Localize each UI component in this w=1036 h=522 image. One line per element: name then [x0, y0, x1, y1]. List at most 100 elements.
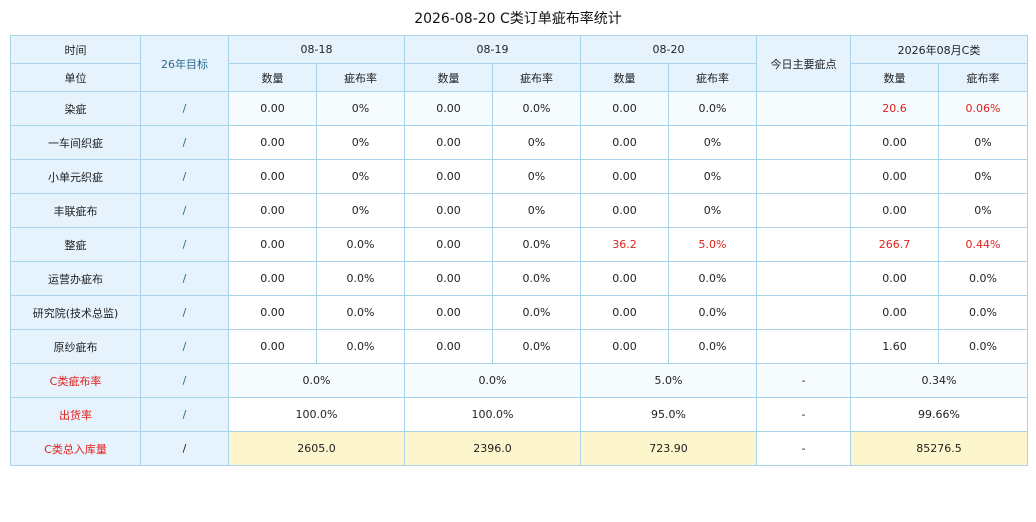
summary-cell: 0.0% [228, 363, 405, 398]
table-row: 丰联疵布 / 0.00 0% 0.00 0% 0.00 0% 0.00 0% [10, 193, 1029, 228]
qty-cell: 0.00 [404, 261, 493, 296]
rate-cell: 0.0% [668, 295, 757, 330]
unit-name: 整疵 [10, 227, 141, 262]
rate-cell: 0.0% [316, 329, 405, 364]
summary-month-cell: 85276.5 [849, 431, 1029, 466]
rate-header: 疵布率 [937, 63, 1029, 92]
rate-cell: 0.0% [492, 91, 581, 126]
qty-cell: 0.00 [404, 193, 493, 228]
date-header: 08-19 [404, 35, 581, 64]
table-row: 研究院(技术总监) / 0.00 0.0% 0.00 0.0% 0.00 0.0… [10, 295, 1029, 330]
summary-cell: 5.0% [580, 363, 757, 398]
unit-label: 单位 [10, 63, 141, 92]
main-defect-cell: - [756, 397, 851, 432]
summary-cell: 2605.0 [228, 431, 405, 466]
summary-row-warehouse-qty: C类总入库量 / 2605.0 2396.0 723.90 - 85276.5 [10, 431, 1029, 466]
target-value: / [140, 295, 229, 330]
qty-cell: 0.00 [228, 227, 317, 262]
qty-cell: 0.00 [580, 91, 669, 126]
qty-cell: 0.00 [404, 125, 493, 160]
qty-header: 数量 [850, 63, 939, 92]
month-qty-cell: 0.00 [850, 261, 939, 296]
unit-name: 染疵 [10, 91, 141, 126]
summary-cell: 2396.0 [404, 431, 581, 466]
qty-header: 数量 [580, 63, 669, 92]
target-value: / [140, 397, 229, 432]
main-defect-cell: - [756, 363, 851, 398]
main-defect-cell [756, 193, 851, 228]
rate-cell: 0.0% [316, 261, 405, 296]
table-row: 染疵 / 0.00 0% 0.00 0.0% 0.00 0.0% 20.6 0.… [10, 91, 1029, 126]
month-rate-cell: 0.0% [937, 295, 1029, 330]
table-row: 一车间织疵 / 0.00 0% 0.00 0% 0.00 0% 0.00 0% [10, 125, 1029, 160]
summary-cell: 95.0% [580, 397, 757, 432]
rate-cell: 0.0% [492, 261, 581, 296]
month-rate-cell: 0.06% [937, 91, 1029, 126]
summary-label: C类疵布率 [10, 363, 141, 398]
time-label: 时间 [10, 35, 141, 64]
qty-cell: 0.00 [580, 159, 669, 194]
summary-label: 出货率 [10, 397, 141, 432]
month-rate-cell: 0% [937, 193, 1029, 228]
rate-cell: 0% [492, 125, 581, 160]
rate-cell: 0.0% [316, 227, 405, 262]
summary-row-shipment-rate: 出货率 / 100.0% 100.0% 95.0% - 99.66% [10, 397, 1029, 432]
rate-cell: 0.0% [668, 329, 757, 364]
qty-cell: 0.00 [228, 125, 317, 160]
main-defect-cell [756, 295, 851, 330]
unit-name: 研究院(技术总监) [10, 295, 141, 330]
qty-cell: 0.00 [580, 295, 669, 330]
defect-rate-table: 时间 26年目标 08-18 08-19 08-20 今日主要疵点 2026年0… [10, 35, 1029, 466]
target-value: / [140, 227, 229, 262]
qty-header: 数量 [404, 63, 493, 92]
table-row: 整疵 / 0.00 0.0% 0.00 0.0% 36.2 5.0% 266.7… [10, 227, 1029, 262]
qty-cell: 0.00 [580, 329, 669, 364]
qty-cell: 0.00 [228, 91, 317, 126]
qty-cell: 0.00 [228, 329, 317, 364]
rate-cell: 0% [492, 193, 581, 228]
rate-cell: 0.0% [492, 227, 581, 262]
rate-header: 疵布率 [316, 63, 405, 92]
rate-header: 疵布率 [492, 63, 581, 92]
main-defect-cell [756, 159, 851, 194]
main-defect-cell [756, 91, 851, 126]
unit-name: 小单元织疵 [10, 159, 141, 194]
main-defect-cell [756, 227, 851, 262]
main-defect-cell [756, 261, 851, 296]
main-defect-header: 今日主要疵点 [756, 35, 851, 92]
month-rate-cell: 0% [937, 125, 1029, 160]
summary-cell: 100.0% [404, 397, 581, 432]
table-row: 运营办疵布 / 0.00 0.0% 0.00 0.0% 0.00 0.0% 0.… [10, 261, 1029, 296]
main-defect-cell [756, 125, 851, 160]
rate-cell: 0.0% [668, 261, 757, 296]
table-row: 原纱疵布 / 0.00 0.0% 0.00 0.0% 0.00 0.0% 1.6… [10, 329, 1029, 364]
summary-cell: 100.0% [228, 397, 405, 432]
date-header: 08-20 [580, 35, 757, 64]
target-value: / [140, 261, 229, 296]
table-row: 小单元织疵 / 0.00 0% 0.00 0% 0.00 0% 0.00 0% [10, 159, 1029, 194]
main-defect-cell [756, 329, 851, 364]
rate-cell: 0% [668, 193, 757, 228]
month-rate-cell: 0.0% [937, 329, 1029, 364]
qty-cell: 0.00 [404, 227, 493, 262]
rate-cell: 0% [668, 159, 757, 194]
summary-cell: 723.90 [580, 431, 757, 466]
month-qty-cell: 0.00 [850, 193, 939, 228]
date-header: 08-18 [228, 35, 405, 64]
rate-header: 疵布率 [668, 63, 757, 92]
rate-cell: 0.0% [316, 295, 405, 330]
target-value: / [140, 125, 229, 160]
month-header: 2026年08月C类 [849, 35, 1029, 64]
header-row-dates: 时间 26年目标 08-18 08-19 08-20 今日主要疵点 2026年0… [10, 35, 1029, 92]
rate-cell: 0.0% [668, 91, 757, 126]
qty-cell: 0.00 [404, 91, 493, 126]
target-value: / [140, 363, 229, 398]
qty-cell: 0.00 [580, 125, 669, 160]
unit-name: 运营办疵布 [10, 261, 141, 296]
rate-cell: 0% [316, 91, 405, 126]
summary-label: C类总入库量 [10, 431, 141, 466]
rate-cell: 0% [492, 159, 581, 194]
rate-cell: 0% [316, 159, 405, 194]
qty-cell: 0.00 [228, 159, 317, 194]
target-value: / [140, 193, 229, 228]
